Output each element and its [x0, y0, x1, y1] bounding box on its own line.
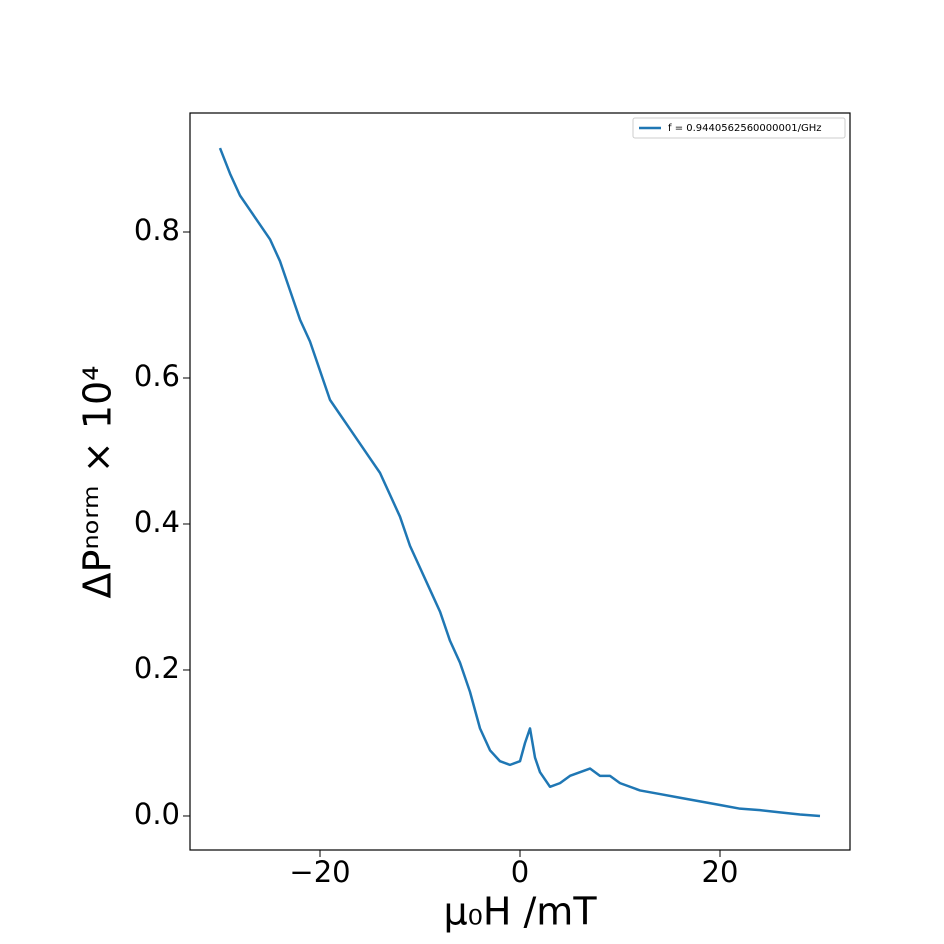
x-tick-label: −20: [289, 855, 350, 889]
legend-box: [632, 117, 846, 139]
x-tick-label: 0: [511, 855, 529, 889]
x-tick-label: 20: [702, 855, 739, 889]
x-axis-label: μ₀H /mT: [443, 890, 597, 934]
y-tick-label: 0.4: [134, 505, 180, 539]
data-line: [218, 147, 821, 818]
y-axis-label: ΔPⁿᵒʳᵐ × 10⁴: [76, 366, 120, 599]
y-tick-label: 0.2: [134, 651, 180, 685]
y-tick-label: 0.8: [134, 213, 180, 247]
y-tick-label: 0.6: [134, 359, 180, 393]
legend-label: f = 0.9440562560000001/GHz: [668, 123, 821, 134]
plot-frame: [189, 112, 851, 851]
y-tick-label: 0.0: [134, 797, 180, 831]
